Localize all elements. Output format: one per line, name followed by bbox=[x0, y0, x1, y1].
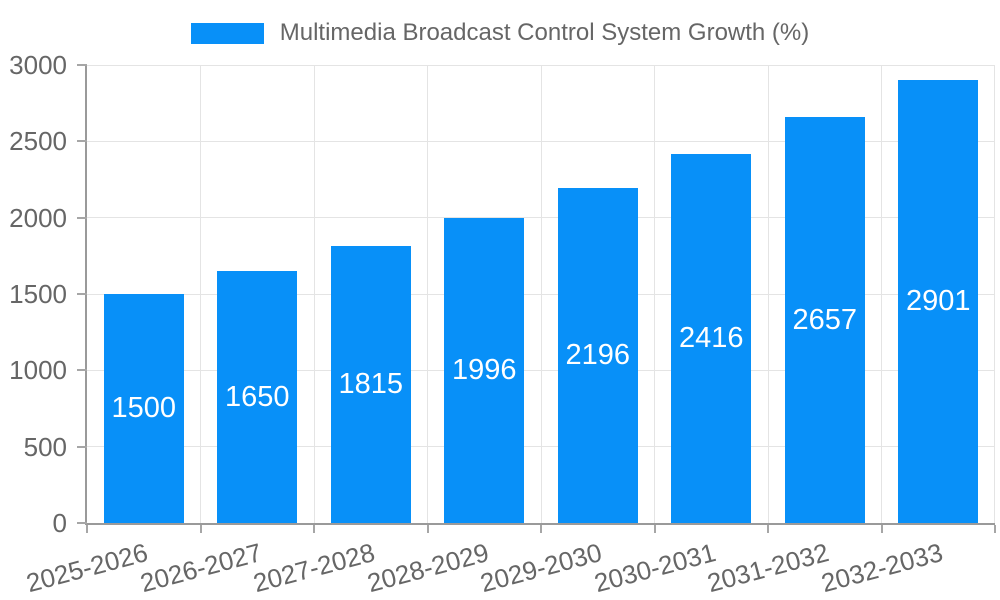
bar-value-label: 1815 bbox=[338, 367, 403, 400]
x-tick-label: 2031-2032 bbox=[704, 537, 833, 599]
bar-value-label: 2196 bbox=[565, 338, 630, 371]
x-tick bbox=[313, 525, 315, 533]
y-tick bbox=[77, 64, 87, 66]
bar-value-label: 2657 bbox=[792, 303, 857, 336]
x-tick-label: 2026-2027 bbox=[136, 537, 265, 599]
x-tick bbox=[880, 525, 883, 533]
x-tick-label: 2029-2030 bbox=[477, 537, 606, 599]
x-gridline bbox=[540, 65, 542, 523]
legend-label: Multimedia Broadcast Control System Grow… bbox=[279, 19, 810, 46]
bar: 2196 bbox=[557, 187, 638, 523]
x-gridline bbox=[993, 65, 995, 523]
y-tick-label: 1500 bbox=[9, 279, 67, 309]
x-tick bbox=[540, 525, 542, 533]
y-tick bbox=[77, 445, 87, 448]
y-tick-label: 0 bbox=[52, 508, 67, 538]
x-gridline bbox=[313, 65, 315, 523]
x-gridline bbox=[654, 65, 655, 523]
y-tick bbox=[77, 140, 87, 143]
x-gridline bbox=[427, 65, 428, 523]
plot-area: 1500 1650 1815 1996 2196 2416 2657 2901 bbox=[85, 64, 995, 525]
bar: 1996 bbox=[444, 218, 525, 523]
x-tick bbox=[426, 525, 429, 533]
x-gridline bbox=[767, 65, 769, 523]
bar: 2657 bbox=[784, 117, 865, 523]
bar: 2901 bbox=[898, 80, 979, 523]
bar: 1500 bbox=[103, 294, 184, 523]
x-tick-label: 2027-2028 bbox=[250, 537, 379, 599]
y-tick-label: 2000 bbox=[9, 202, 67, 233]
y-tick bbox=[77, 293, 87, 295]
y-tick-label: 2500 bbox=[9, 126, 67, 157]
y-tick-label: 1000 bbox=[9, 355, 67, 386]
bar-value-label: 1650 bbox=[224, 380, 290, 413]
bar: 1650 bbox=[217, 271, 298, 523]
x-tick bbox=[86, 525, 88, 533]
bar: 2416 bbox=[671, 154, 752, 523]
legend-item[interactable]: Multimedia Broadcast Control System Grow… bbox=[190, 19, 810, 47]
bar-value-label: 2416 bbox=[678, 322, 744, 355]
bar-value-label: 2901 bbox=[905, 285, 971, 318]
y-tick-label: 500 bbox=[23, 431, 67, 462]
x-tick bbox=[653, 525, 656, 533]
legend-swatch bbox=[190, 22, 264, 44]
y-tick-label: 3000 bbox=[9, 50, 67, 80]
x-tick bbox=[767, 525, 769, 533]
bar-value-label: 1996 bbox=[451, 354, 517, 387]
x-tick bbox=[994, 525, 996, 533]
x-tick-label: 2025-2026 bbox=[23, 537, 152, 599]
x-tick bbox=[199, 525, 202, 533]
y-tick bbox=[77, 522, 87, 524]
x-tick-label: 2032-2033 bbox=[817, 537, 946, 599]
bar: 1815 bbox=[330, 245, 411, 523]
x-gridline bbox=[200, 65, 201, 523]
chart-legend: Multimedia Broadcast Control System Grow… bbox=[0, 19, 1000, 47]
x-tick-label: 2028-2029 bbox=[363, 537, 492, 599]
x-tick-label: 2030-2031 bbox=[590, 537, 719, 599]
y-tick bbox=[77, 216, 87, 219]
y-tick bbox=[77, 369, 87, 372]
bar-value-label: 1500 bbox=[111, 392, 176, 424]
x-gridline bbox=[881, 65, 882, 523]
